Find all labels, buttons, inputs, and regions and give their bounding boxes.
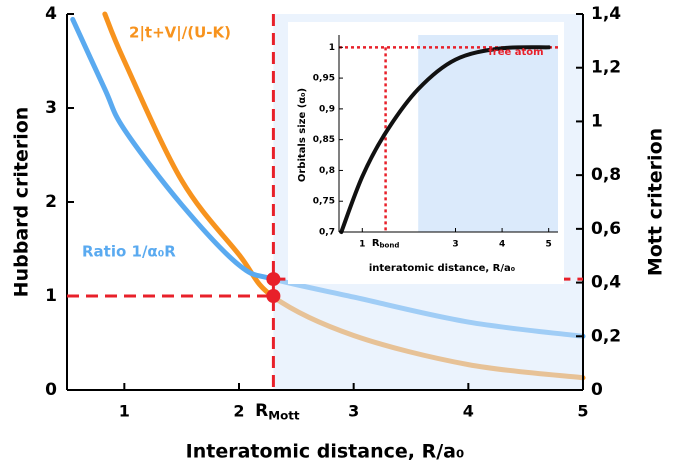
y2-tick-label: 1: [591, 111, 603, 131]
x-tick-label: 2: [233, 402, 244, 421]
inset-y-axis-title: Orbitals size (α₀): [297, 88, 308, 182]
inset-x-tick-label: 3: [452, 240, 458, 250]
y-tick-label: 0: [45, 380, 57, 400]
y2-tick-label: 0,4: [591, 273, 621, 293]
r-mott-label: RMott: [255, 401, 300, 422]
r-bond-label-sub: bond: [380, 242, 400, 250]
inset-y-tick-label: 0,8: [319, 166, 335, 176]
inset-x-tick-label: 5: [546, 240, 552, 250]
y-tick-label: 4: [45, 4, 57, 24]
r-mott-label-main: R: [255, 401, 268, 421]
r-bond-label: Rbond: [372, 238, 400, 250]
y2-tick-label: 0: [591, 380, 603, 400]
y2-tick-label: 1,2: [591, 58, 621, 78]
y2-tick-label: 0,6: [591, 219, 621, 239]
inset-y-tick-label: 0,9: [319, 104, 335, 114]
y-axis-title: Hubbard criterion: [11, 107, 33, 298]
r-bond-label-main: R: [372, 238, 380, 249]
hubbard-point: [266, 289, 281, 303]
y2-tick-label: 0,2: [591, 326, 621, 346]
y2-axis-title: Mott criterion: [645, 128, 667, 276]
x-tick-label: 1: [119, 402, 130, 421]
inset-y-tick-label: 0,75: [313, 197, 335, 207]
y-tick-label: 2: [45, 192, 57, 212]
inset-y-tick-label: 0,85: [313, 135, 335, 145]
inset-y-tick-label: 1: [329, 43, 335, 53]
inset-y-tick-label: 0,7: [319, 228, 335, 238]
inset-x-tick-label: 1: [359, 240, 365, 250]
mott-point: [266, 272, 281, 287]
free-atom-label: free atom: [488, 47, 543, 58]
r-mott-label-sub: Mott: [268, 408, 300, 422]
series-label: Ratio 1/α₀R: [82, 243, 176, 261]
x-axis-title: Interatomic distance, R/a₀: [186, 441, 465, 463]
x-tick-label: 4: [463, 402, 474, 421]
y-tick-label: 3: [45, 98, 57, 118]
x-tick-label: 5: [577, 402, 588, 421]
inset-y-tick-label: 0,95: [313, 74, 335, 84]
y2-tick-label: 1,4: [591, 4, 621, 24]
inset-x-axis-title: interatomic distance, R/a₀: [369, 263, 515, 274]
x-tick-label: 3: [348, 402, 359, 421]
r-mott-label-bg: [253, 399, 304, 425]
inset-x-tick-label: 4: [499, 240, 505, 250]
series-line: [339, 45, 551, 234]
series-label: 2|t+V|/(U-K): [129, 24, 231, 43]
y-tick-label: 1: [45, 286, 57, 306]
inset-shaded-region: [418, 35, 558, 232]
y2-tick-label: 0,8: [591, 165, 621, 185]
